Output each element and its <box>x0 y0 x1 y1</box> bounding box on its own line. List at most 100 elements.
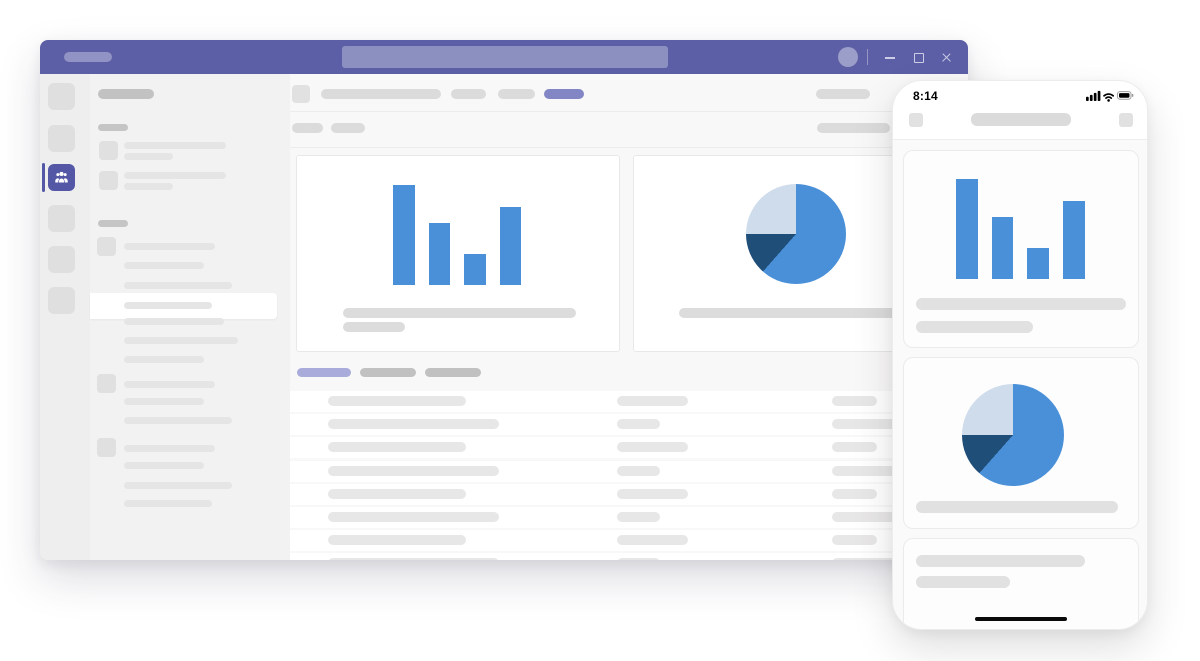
chart-bar <box>393 185 415 285</box>
sidebar <box>90 74 290 560</box>
status-icons <box>1086 90 1134 102</box>
table-cell-left-placeholder <box>328 396 466 406</box>
line-placeholder <box>124 381 215 388</box>
tab-placeholder[interactable] <box>498 89 535 99</box>
table-cell-left-placeholder <box>328 419 499 430</box>
table-cell-left-placeholder <box>328 558 499 560</box>
mobile-pie-chart-card[interactable] <box>903 357 1139 529</box>
filter-pill-active[interactable] <box>297 368 351 377</box>
table-cell-right-placeholder <box>832 396 877 406</box>
tab-active-placeholder[interactable] <box>544 89 584 99</box>
team-avatar-placeholder <box>97 237 116 256</box>
channel-title-placeholder <box>321 89 441 99</box>
sidebar-item-selected[interactable] <box>90 293 277 319</box>
active-app-indicator <box>42 163 45 192</box>
table-row[interactable] <box>290 460 968 482</box>
table-row[interactable] <box>290 391 968 412</box>
nav-title-placeholder <box>971 113 1071 126</box>
table-row[interactable] <box>290 483 968 505</box>
filter-pill[interactable] <box>360 368 416 377</box>
line-placeholder <box>124 142 226 149</box>
window-body <box>40 74 968 560</box>
chat-avatar-placeholder <box>99 141 118 160</box>
card-caption-placeholder <box>916 576 1010 588</box>
wifi-icon <box>1103 93 1115 102</box>
team-avatar-placeholder <box>97 374 116 393</box>
toolbar-pill-placeholder[interactable] <box>331 123 365 133</box>
window-controls <box>876 40 960 74</box>
minimize-button[interactable] <box>876 40 904 74</box>
table-cell-left-placeholder <box>328 442 466 453</box>
table-row[interactable] <box>290 553 968 560</box>
nav-divider <box>893 139 1147 140</box>
tab-placeholder[interactable] <box>451 89 486 99</box>
home-indicator[interactable] <box>975 616 1067 621</box>
bar-chart-card[interactable] <box>296 155 620 352</box>
close-button[interactable] <box>932 40 960 74</box>
channel-placeholder[interactable] <box>124 318 224 325</box>
rail-item-placeholder[interactable] <box>48 83 75 110</box>
header-action-placeholder[interactable] <box>816 89 870 99</box>
channel-placeholder[interactable] <box>124 417 232 424</box>
cellular-signal-icon <box>1086 90 1101 101</box>
channel-placeholder[interactable] <box>124 356 204 363</box>
line-placeholder <box>124 243 215 250</box>
card-caption-placeholder <box>343 308 576 318</box>
section-label-placeholder <box>98 124 128 131</box>
header-divider <box>290 111 968 112</box>
card-caption-placeholder <box>679 308 914 318</box>
channel-placeholder[interactable] <box>124 500 212 507</box>
sidebar-title-placeholder <box>98 89 154 99</box>
toolbar-pill-placeholder[interactable] <box>292 123 323 133</box>
card-caption-placeholder <box>916 298 1126 310</box>
card-caption-placeholder <box>916 501 1118 513</box>
channel-placeholder[interactable] <box>124 398 204 405</box>
table-cell-right-placeholder <box>832 465 904 476</box>
table-row[interactable] <box>290 437 968 459</box>
toolbar-right-placeholder[interactable] <box>817 123 890 133</box>
channel-placeholder[interactable] <box>124 282 232 289</box>
channel-placeholder[interactable] <box>124 337 238 344</box>
table-cell-middle-placeholder <box>617 419 660 430</box>
rail-item-placeholder[interactable] <box>48 246 75 273</box>
toolbar-divider <box>290 147 968 148</box>
channel-icon-placeholder <box>292 85 310 103</box>
rail-item-teams-active[interactable] <box>48 164 75 191</box>
rail-item-placeholder[interactable] <box>48 205 75 232</box>
team-avatar-placeholder <box>97 438 116 457</box>
rail-item-placeholder[interactable] <box>48 287 75 314</box>
section-label-placeholder <box>98 220 128 227</box>
mobile-bar-chart-card[interactable] <box>903 150 1139 348</box>
table-cell-middle-placeholder <box>617 512 660 522</box>
channel-placeholder[interactable] <box>124 482 232 489</box>
table-cell-middle-placeholder <box>617 488 688 499</box>
table-cell-middle-placeholder <box>617 535 688 546</box>
teams-desktop-window <box>40 40 968 560</box>
titlebar-divider <box>867 49 868 65</box>
battery-icon <box>1117 91 1134 100</box>
channel-placeholder[interactable] <box>124 262 204 269</box>
card-caption-placeholder <box>916 555 1085 567</box>
mobile-text-card[interactable] <box>903 538 1139 629</box>
user-avatar[interactable] <box>838 47 858 67</box>
table-cell-right-placeholder <box>832 535 877 546</box>
table-cell-left-placeholder <box>328 535 466 546</box>
maximize-button[interactable] <box>904 40 932 74</box>
table-cell-middle-placeholder <box>617 558 660 560</box>
table-cell-right-placeholder <box>832 442 877 453</box>
table-cell-left-placeholder <box>328 488 466 499</box>
filter-pill[interactable] <box>425 368 481 377</box>
table-cell-right-placeholder <box>832 558 904 560</box>
search-bar[interactable] <box>342 46 668 68</box>
chart-bar <box>1027 248 1049 279</box>
rail-item-placeholder[interactable] <box>48 125 75 152</box>
table-row[interactable] <box>290 414 968 436</box>
pie-chart <box>746 184 846 284</box>
table-row[interactable] <box>290 507 968 528</box>
titlebar[interactable] <box>40 40 968 74</box>
channel-placeholder[interactable] <box>124 462 204 469</box>
nav-back-placeholder[interactable] <box>909 113 923 127</box>
nav-more-placeholder[interactable] <box>1119 113 1133 127</box>
main-content <box>290 74 968 560</box>
table-row[interactable] <box>290 530 968 552</box>
